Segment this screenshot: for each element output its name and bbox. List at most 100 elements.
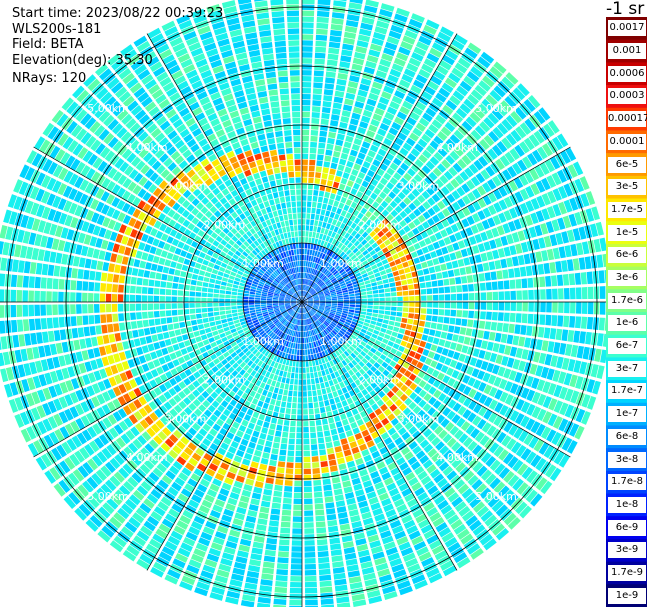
radar-cell — [325, 150, 332, 156]
radar-cell — [59, 279, 65, 289]
radar-cell — [398, 251, 405, 257]
radar-cell — [97, 336, 104, 345]
radar-cell — [273, 299, 278, 301]
radar-cell — [244, 287, 250, 291]
radar-cell — [424, 275, 430, 281]
radar-cell — [516, 313, 522, 322]
radar-cell — [77, 316, 83, 326]
radar-cell — [330, 30, 342, 37]
radar-cell — [276, 569, 288, 575]
radar-cell — [362, 302, 367, 305]
radar-cell — [450, 342, 457, 350]
radar-cell — [585, 332, 592, 345]
radar-cell — [65, 317, 71, 327]
radar-cell — [290, 427, 296, 433]
radar-cell — [311, 214, 315, 220]
radar-cell — [227, 318, 233, 322]
radar-cell — [257, 400, 263, 407]
radar-cell — [167, 324, 173, 331]
radar-cell — [342, 400, 348, 407]
radar-cell — [438, 256, 445, 263]
radar-cell — [339, 518, 349, 525]
radar-cell — [47, 278, 53, 289]
radar-cell — [432, 281, 438, 287]
radar-cell — [374, 272, 380, 277]
radar-cell — [416, 249, 423, 256]
radar-cell — [306, 261, 308, 267]
radar-cell — [498, 281, 504, 290]
radar-cell — [481, 253, 488, 262]
radar-cell — [344, 141, 352, 148]
radar-cell — [327, 514, 337, 521]
radar-cell — [427, 309, 433, 315]
radar-cell — [98, 250, 105, 260]
radar-cell — [318, 551, 329, 557]
radar-cell — [457, 302, 462, 309]
radar-cell — [265, 397, 271, 403]
radar-cell — [384, 315, 390, 320]
radar-cell — [138, 269, 144, 277]
radar-cell — [165, 296, 170, 302]
radar-cell — [165, 339, 172, 346]
radar-cell — [340, 116, 349, 123]
radar-cell — [277, 376, 282, 382]
radar-cell — [365, 284, 371, 288]
radar-cell — [335, 384, 341, 390]
radar-cell — [88, 293, 94, 302]
radar-cell — [302, 58, 312, 64]
radar-cell — [195, 336, 202, 342]
radar-cell — [292, 349, 295, 355]
radar-cell — [151, 335, 158, 342]
radar-cell — [61, 254, 68, 265]
radar-cell — [318, 143, 325, 149]
radar-cell — [249, 305, 255, 308]
radar-cell — [160, 318, 166, 325]
radar-cell — [273, 303, 278, 305]
radar-cell — [327, 520, 337, 527]
radar-cell — [100, 294, 106, 302]
radar-cell — [323, 198, 328, 204]
radar-cell — [250, 461, 258, 468]
radar-cell — [409, 308, 415, 313]
radar-cell — [308, 391, 312, 397]
radar-cell — [274, 436, 281, 442]
radar-cell — [308, 178, 313, 184]
radar-cell — [253, 487, 262, 494]
radar-cell — [94, 315, 100, 324]
radar-cell — [469, 293, 475, 300]
radar-cell — [220, 286, 226, 290]
radar-cell — [182, 265, 189, 271]
radar-cell — [316, 521, 326, 527]
radar-cell — [311, 354, 314, 360]
radar-cell — [34, 305, 40, 316]
radar-cell — [366, 312, 372, 316]
radar-cell — [112, 294, 118, 302]
radar-cell — [255, 393, 261, 400]
radar-cell — [302, 130, 309, 136]
radar-cell — [457, 259, 464, 267]
radar-cell — [288, 444, 294, 450]
radar-cell — [293, 361, 296, 367]
radar-cell — [313, 244, 317, 250]
radar-cell — [18, 260, 25, 272]
radar-cell — [154, 288, 160, 294]
radar-cell — [108, 263, 115, 272]
radar-cell — [261, 304, 266, 306]
radar-cell — [500, 259, 507, 268]
radar-cell — [16, 305, 22, 317]
radar-cell — [543, 263, 550, 274]
radar-cell — [291, 570, 302, 576]
radar-cell — [219, 307, 225, 311]
radar-cell — [322, 107, 331, 113]
radar-cell — [504, 345, 511, 355]
radar-cell — [384, 284, 390, 289]
radar-cell — [581, 272, 587, 284]
radar-cell — [216, 275, 222, 280]
radar-cell — [304, 528, 314, 534]
radar-cell — [445, 302, 450, 308]
radar-cell — [328, 48, 339, 55]
radar-cell — [190, 309, 196, 314]
radar-cell — [546, 289, 552, 300]
radar-cell — [228, 321, 234, 326]
